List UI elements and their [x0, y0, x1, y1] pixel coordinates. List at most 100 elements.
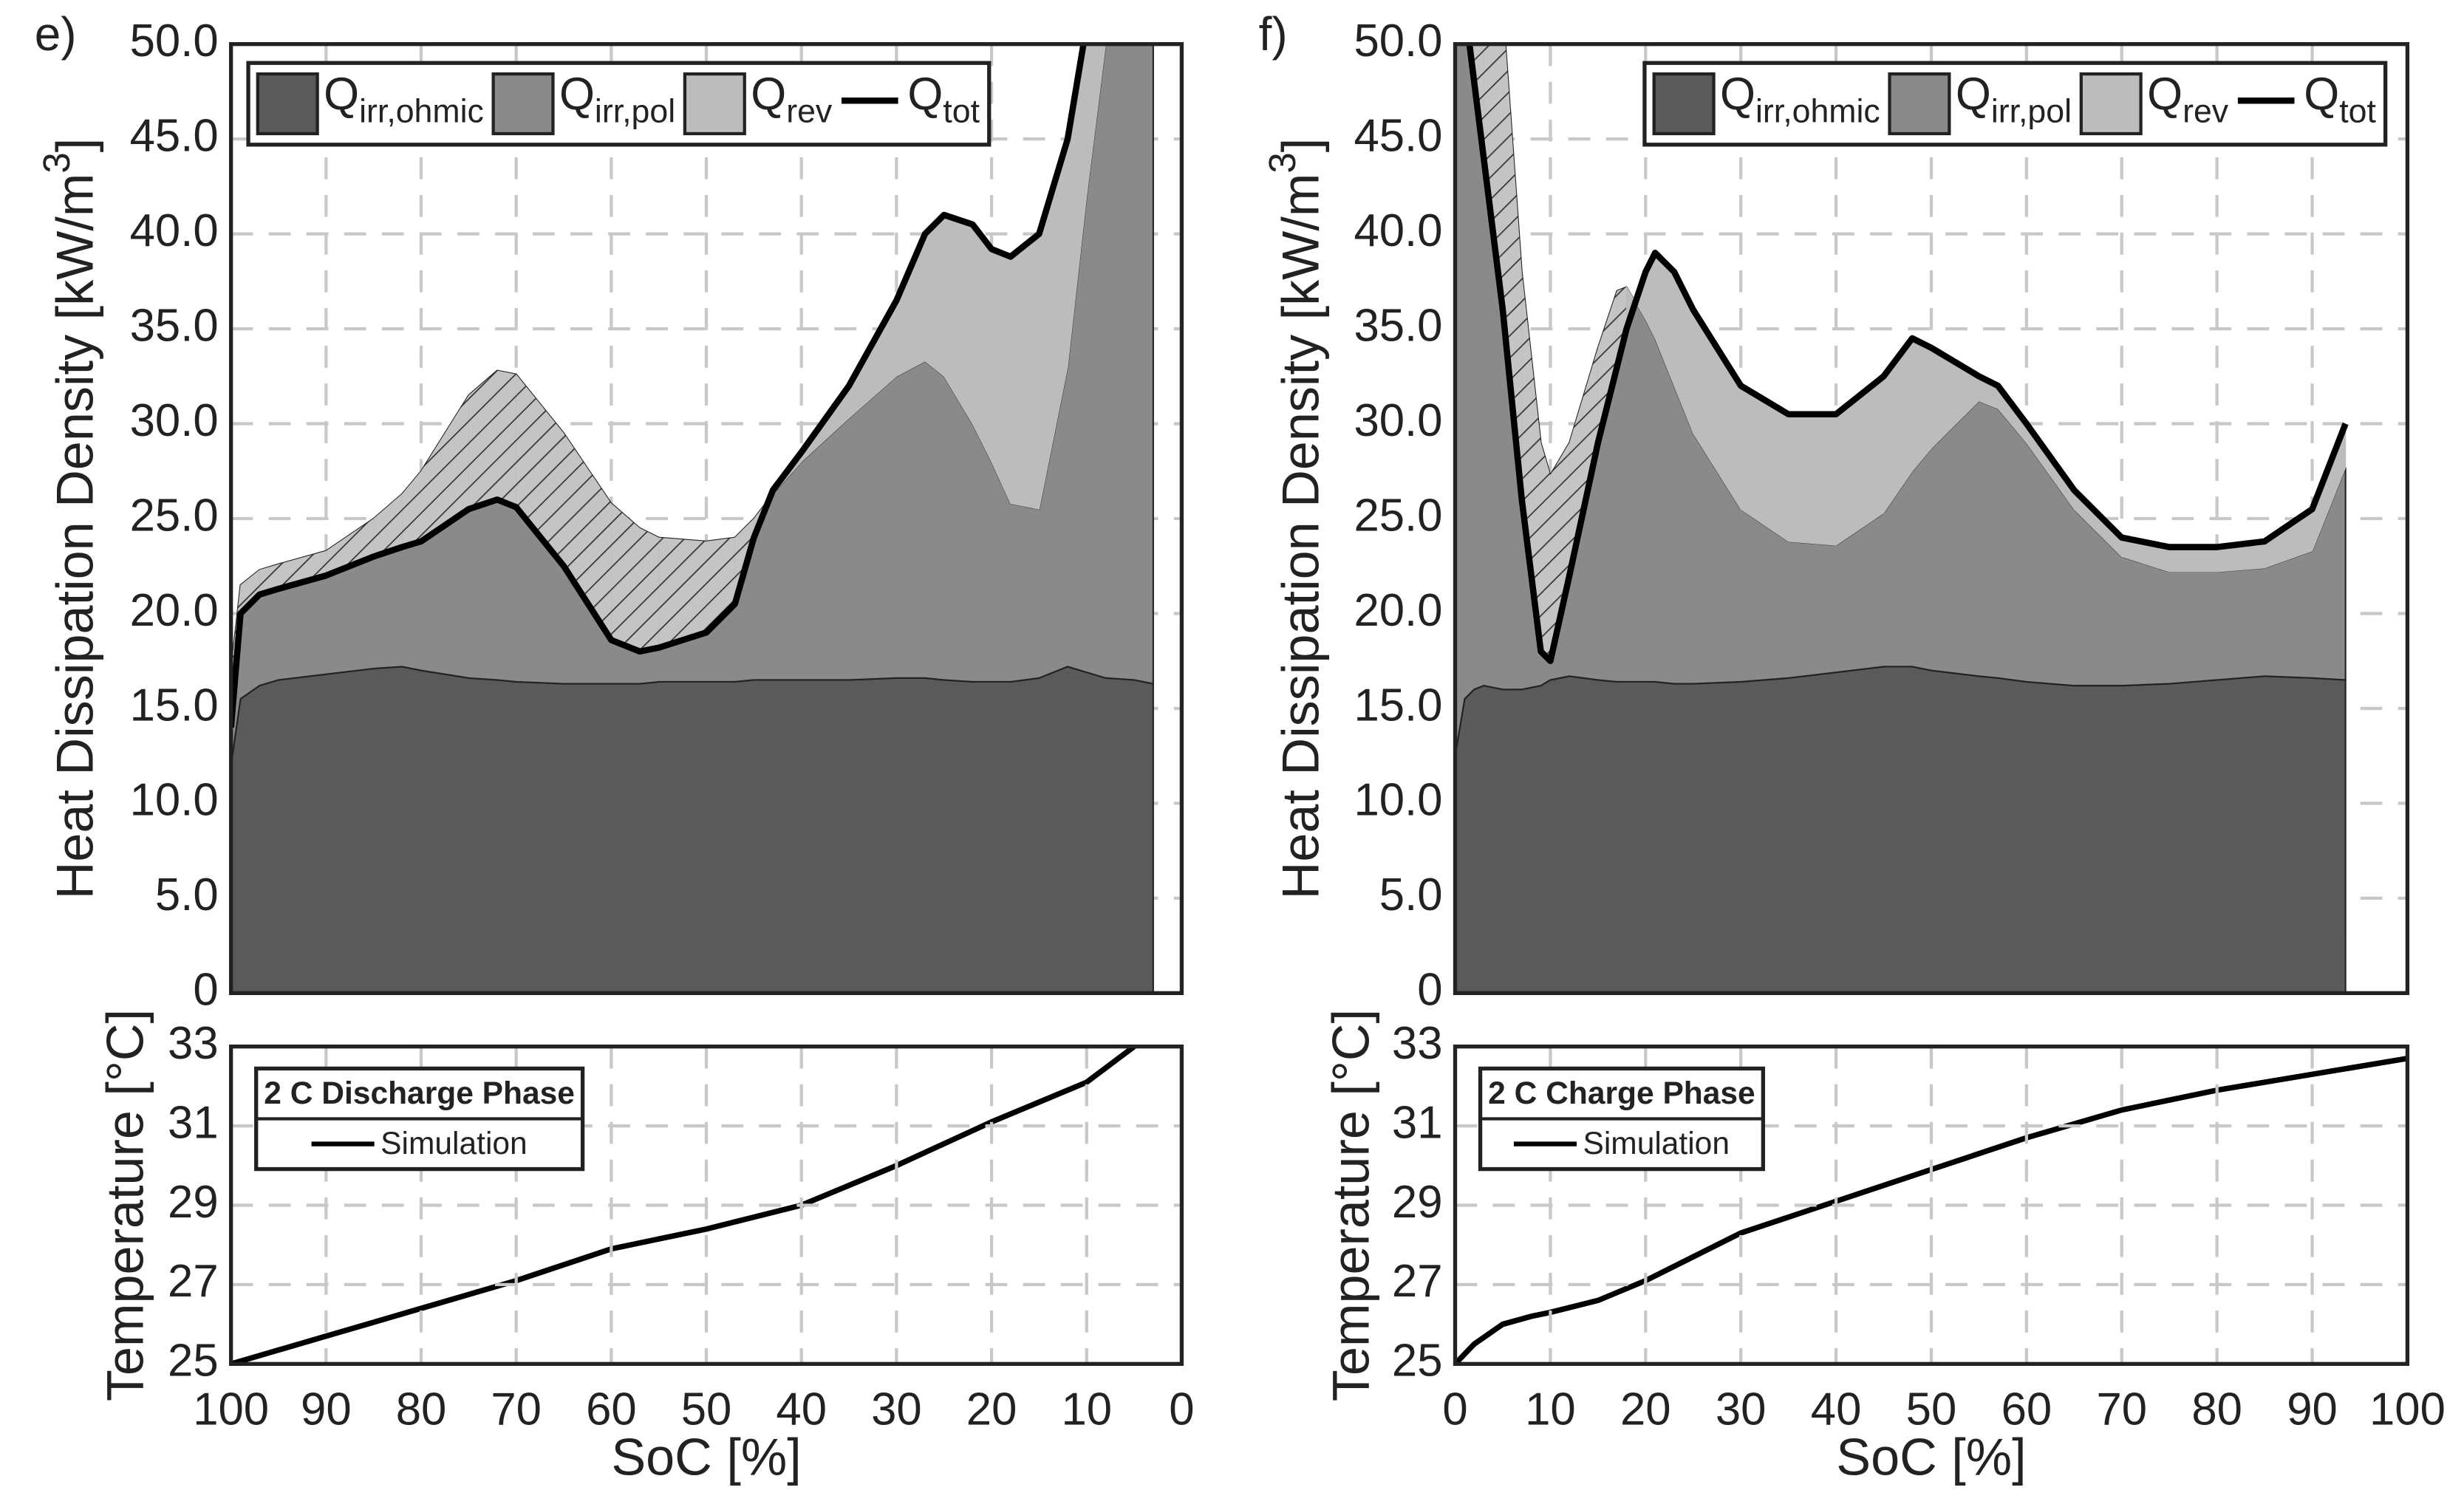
y-tick-label: 27 — [168, 1256, 219, 1307]
legend: 2 C Discharge Phase Simulation — [254, 1066, 585, 1172]
legend-label: Simulation — [380, 1126, 528, 1161]
y-axis-label: Heat Dissipation Density [kW/m3] — [35, 138, 103, 900]
legend-label: Qirr,pol — [1956, 69, 2072, 129]
hatched-area — [1521, 272, 1541, 652]
area — [1788, 414, 1837, 546]
legend-title: 2 C Discharge Phase — [264, 1076, 575, 1111]
area — [2168, 546, 2218, 573]
legend-subscript: irr,pol — [595, 93, 675, 129]
area — [1455, 44, 2347, 756]
x-tick-label: 10 — [1061, 1384, 1112, 1435]
y-tick-label: 33 — [168, 1018, 219, 1069]
plot-area — [1455, 1056, 2408, 1364]
y-tick-label: 50.0 — [1354, 16, 1442, 66]
y-tick-label: 15.0 — [130, 680, 219, 731]
y-tick-label: 20.0 — [130, 585, 219, 636]
panel-label: e) — [35, 7, 77, 61]
y-axis-label-sup: 3 — [1261, 152, 1303, 173]
hatched-area — [658, 537, 707, 648]
y-axis-label-end: ] — [45, 138, 103, 153]
y-axis-label-sup: 3 — [35, 152, 78, 173]
hatched-area — [402, 471, 422, 547]
legend-label: Qirr,pol — [559, 69, 675, 129]
legend-swatch — [491, 72, 555, 136]
temperature-line — [1455, 1056, 2408, 1364]
legend-label: Qirr,ohmic — [324, 69, 484, 129]
y-tick-label: 25.0 — [130, 490, 219, 541]
legend: Qirr,ohmic Qirr,pol Qrev Qtot — [246, 61, 992, 147]
hatched-area — [468, 370, 497, 510]
axes-box — [228, 1045, 1184, 1366]
y-tick-label: 45.0 — [1354, 110, 1442, 161]
total-line — [1466, 44, 2349, 664]
legend-name: Q — [2147, 69, 2183, 120]
x-tick-label: 0 — [1442, 1384, 1467, 1435]
legend-label: Qirr,ohmic — [1720, 69, 1880, 129]
area — [972, 222, 992, 462]
y-tick-label: 25 — [168, 1336, 219, 1387]
y-tick-label: 40.0 — [130, 205, 219, 256]
y-tick-label: 50.0 — [130, 16, 219, 66]
x-tick-label: 70 — [2096, 1384, 2147, 1435]
y-axis-label-text: Temperature [°C] — [95, 1009, 154, 1401]
x-axis-label: SoC [%] — [611, 1428, 801, 1486]
x-tick-label: 50 — [681, 1384, 732, 1435]
legend-name: Q — [1720, 69, 1755, 120]
x-tick-label: 60 — [2001, 1384, 2052, 1435]
hatched-area — [1484, 44, 1503, 310]
legend-subscript: rev — [2183, 93, 2229, 129]
panel: 25 27 29 31 33 0 10 20 30 40 50 60 70 80 90 100 SoC [%] T… — [1321, 1009, 2446, 1486]
x-tick-label: 30 — [871, 1384, 922, 1435]
panel: 0 5.0 10.0 15.0 20.0 25.0 30.0 35.0 40.0 45.0 50.0… — [1259, 7, 2410, 1016]
x-tick-label: 50 — [1906, 1384, 1957, 1435]
legend-subscript: tot — [943, 93, 980, 129]
legend-swatch — [2079, 72, 2143, 136]
legend-label: Simulation — [1583, 1126, 1730, 1161]
axes-box — [1453, 42, 2410, 996]
y-tick-label: 25 — [1392, 1336, 1443, 1387]
hatched-area — [1540, 442, 1551, 661]
hatched-area — [1597, 290, 1617, 443]
legend-swatch — [256, 72, 319, 136]
legend-subscript: irr,pol — [1991, 93, 2072, 129]
total-line — [231, 44, 1087, 728]
hatched-area — [259, 564, 279, 595]
legend-subscript: rev — [786, 93, 833, 129]
y-tick-label: 45.0 — [130, 110, 219, 161]
x-tick-label: 20 — [966, 1384, 1017, 1435]
x-tick-label: 90 — [301, 1384, 352, 1435]
y-tick-label: 30.0 — [1354, 395, 1442, 446]
hatched-area — [421, 395, 469, 541]
area — [1086, 44, 1107, 197]
y-tick-label: 15.0 — [1354, 680, 1442, 731]
plot-area — [1455, 44, 2349, 994]
y-tick-label: 31 — [1392, 1097, 1443, 1148]
legend-title: 2 C Charge Phase — [1488, 1076, 1755, 1111]
legend-name: Q — [907, 69, 943, 120]
area — [231, 666, 1154, 994]
temperature-line — [231, 1046, 1136, 1364]
hatched-area — [373, 493, 403, 557]
y-tick-label: 25.0 — [1354, 490, 1442, 541]
x-axis-label: SoC [%] — [1836, 1428, 2026, 1486]
legend-label: Qrev — [2147, 69, 2229, 129]
plot-area — [231, 44, 1154, 994]
y-tick-label: 10.0 — [130, 775, 219, 826]
y-axis-label: Heat Dissipation Density [kW/m3] — [1261, 138, 1329, 900]
x-tick-label: 80 — [396, 1384, 447, 1435]
x-tick-label: 0 — [1169, 1384, 1194, 1435]
area — [1455, 666, 2347, 994]
y-tick-label: 5.0 — [1379, 869, 1443, 920]
legend-swatch — [1652, 72, 1716, 136]
x-tick-label: 20 — [1620, 1384, 1671, 1435]
x-tick-label: 100 — [2369, 1384, 2446, 1435]
x-tick-label: 30 — [1716, 1384, 1767, 1435]
legend-name: Q — [751, 69, 786, 120]
x-tick-label: 100 — [193, 1384, 269, 1435]
x-tick-label: 90 — [2287, 1384, 2338, 1435]
legend-subscript: tot — [2339, 93, 2376, 129]
y-tick-label: 5.0 — [155, 869, 219, 920]
hatched-area — [639, 527, 659, 652]
legend-label: Qrev — [751, 69, 833, 129]
